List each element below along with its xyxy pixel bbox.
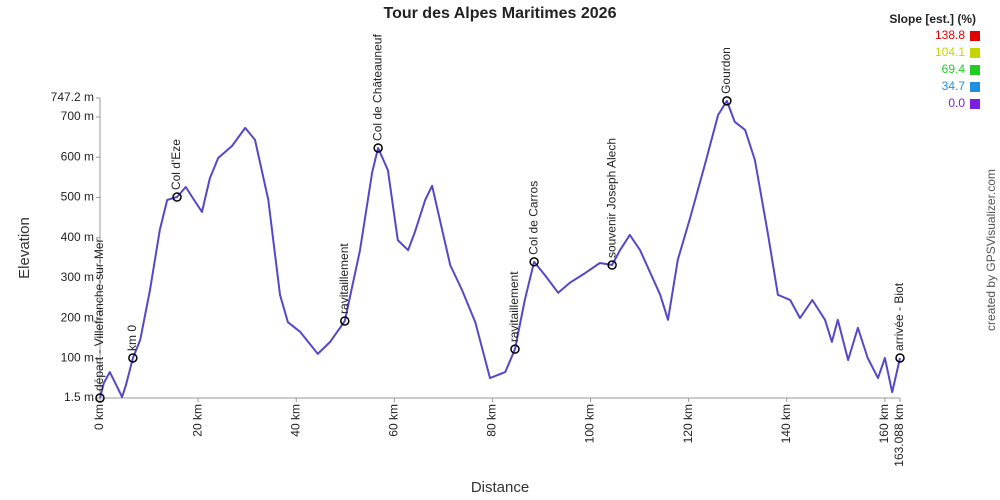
legend-swatch bbox=[970, 65, 980, 75]
x-tick-label: 160 km bbox=[877, 404, 891, 443]
x-tick-label: 163.088 km bbox=[892, 404, 906, 467]
waypoint-label: départ - Villefranche-sur-Mer bbox=[92, 238, 106, 391]
x-tick-label: 80 km bbox=[485, 404, 499, 437]
y-tick-label: 700 m bbox=[61, 109, 94, 123]
y-tick-label: 600 m bbox=[61, 149, 94, 163]
waypoint bbox=[722, 96, 732, 106]
waypoint bbox=[895, 353, 905, 363]
waypoint bbox=[373, 143, 383, 153]
waypoint bbox=[510, 344, 520, 354]
waypoint-label: souvenir Joseph Alech bbox=[604, 138, 618, 258]
legend-swatch bbox=[970, 82, 980, 92]
waypoint bbox=[172, 192, 182, 202]
x-tick-label: 0 km bbox=[92, 404, 106, 430]
legend-label: 104.1 bbox=[935, 45, 965, 59]
x-tick-label: 120 km bbox=[681, 404, 695, 443]
y-tick-label: 200 m bbox=[61, 310, 94, 324]
legend-label: 69.4 bbox=[942, 62, 966, 76]
waypoint bbox=[340, 316, 350, 326]
legend-label: 138.8 bbox=[935, 28, 965, 42]
y-tick-label: 747.2 m bbox=[51, 90, 94, 104]
x-tick-label: 100 km bbox=[583, 404, 597, 443]
credit: created by GPSVisualizer.com bbox=[984, 169, 998, 331]
waypoint bbox=[95, 393, 105, 403]
waypoint-label: Col d'Eze bbox=[169, 139, 183, 190]
y-tick-label: 100 m bbox=[61, 351, 94, 365]
waypoint-label: ravitaillement bbox=[337, 243, 351, 314]
x-tick-label: 60 km bbox=[386, 404, 400, 437]
legend-swatch bbox=[970, 31, 980, 41]
waypoint-label: Col de Châteauneuf bbox=[370, 34, 384, 141]
x-tick-label: 20 km bbox=[190, 404, 204, 437]
legend-label: 34.7 bbox=[942, 79, 966, 93]
legend-swatch bbox=[970, 48, 980, 58]
y-tick-label: 1.5 m bbox=[64, 390, 94, 404]
legend-swatch bbox=[970, 99, 980, 109]
waypoint-label: km 0 bbox=[125, 325, 139, 351]
waypoint-label: arrivée - Biot bbox=[892, 282, 906, 351]
waypoint-label: Col de Carros bbox=[526, 181, 540, 255]
y-tick-label: 500 m bbox=[61, 190, 94, 204]
waypoint bbox=[128, 353, 138, 363]
x-tick-label: 40 km bbox=[288, 404, 302, 437]
elevation-line bbox=[99, 99, 901, 399]
legend-title: Slope [est.] (%) bbox=[889, 12, 976, 26]
waypoint bbox=[607, 260, 617, 270]
waypoint-label: ravitaillement bbox=[507, 271, 521, 342]
legend-label: 0.0 bbox=[948, 96, 965, 110]
y-tick-label: 400 m bbox=[61, 230, 94, 244]
y-axis-title: Elevation bbox=[16, 217, 33, 279]
waypoint bbox=[529, 257, 539, 267]
waypoint-label: Gourdon bbox=[719, 47, 733, 94]
x-axis-title: Distance bbox=[471, 479, 529, 496]
chart-title: Tour des Alpes Maritimes 2026 bbox=[384, 5, 617, 22]
x-tick-label: 140 km bbox=[779, 404, 793, 443]
y-tick-label: 300 m bbox=[61, 270, 94, 284]
